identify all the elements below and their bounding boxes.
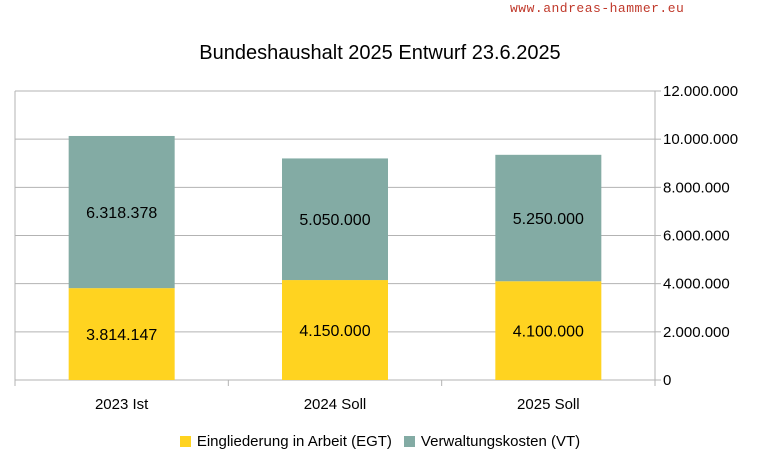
bar-egt: [495, 281, 602, 380]
y-tick-label: 0: [663, 372, 671, 389]
y-tick-label: 4.000.000: [663, 276, 730, 293]
legend-label-vt: Verwaltungskosten (VT): [420, 433, 581, 450]
x-tick-label: 2024 Soll: [304, 396, 367, 413]
y-tick-label: 8.000.000: [663, 179, 730, 196]
data-label-vt: 5.250.000: [513, 211, 584, 228]
data-label-egt: 4.150.000: [299, 323, 370, 340]
data-label-vt: 6.318.378: [86, 205, 157, 222]
bar-egt: [68, 288, 175, 380]
y-tick-label: 10.000.000: [663, 131, 738, 148]
bar-vt: [282, 158, 388, 281]
y-tick-label: 2.000.000: [663, 324, 730, 341]
data-label-egt: 3.814.147: [86, 327, 157, 344]
y-tick-label: 6.000.000: [663, 228, 730, 245]
legend: Eingliederung in Arbeit (EGT) Verwaltung…: [0, 433, 760, 450]
bar-vt: [495, 154, 602, 282]
data-label-egt: 4.100.000: [513, 324, 584, 341]
legend-label-egt: Eingliederung in Arbeit (EGT): [196, 433, 392, 450]
legend-swatch-vt: [403, 436, 415, 447]
legend-item-vt: Verwaltungskosten (VT): [403, 433, 581, 450]
legend-swatch-egt: [179, 436, 191, 447]
y-tick-label: 12.000.000: [663, 83, 738, 100]
x-tick-label: 2025 Soll: [517, 396, 580, 413]
bar-egt: [282, 280, 388, 380]
data-label-vt: 5.050.000: [299, 212, 370, 229]
chart-title: Bundeshaushalt 2025 Entwurf 23.6.2025: [199, 42, 561, 64]
watermark: www.andreas-hammer.eu: [510, 1, 685, 16]
x-tick-label: 2023 Ist: [95, 396, 149, 413]
bar-vt: [68, 135, 175, 289]
legend-item-egt: Eingliederung in Arbeit (EGT): [179, 433, 392, 450]
